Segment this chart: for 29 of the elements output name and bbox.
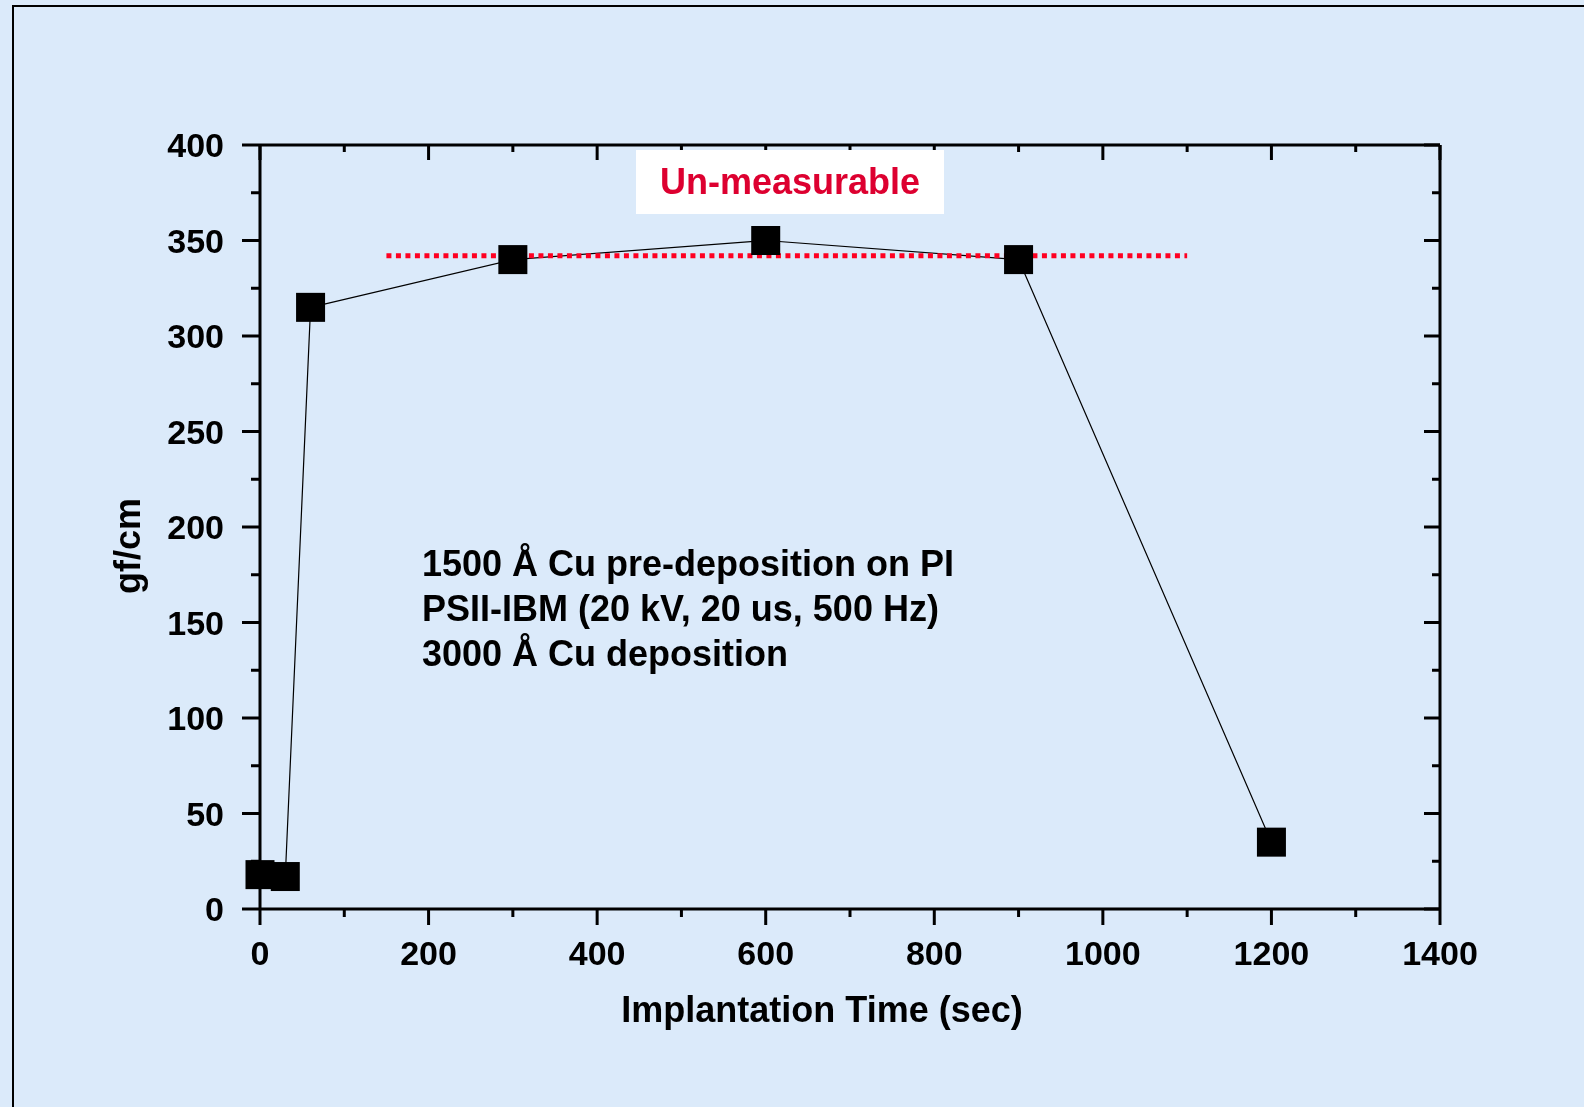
y-axis-title: gf/cm xyxy=(107,497,149,595)
y-tick-label: 350 xyxy=(167,221,224,260)
y-tick-label: 400 xyxy=(167,126,224,164)
annotation: 1500 Å Cu pre-deposition on PI xyxy=(422,542,955,586)
x-axis-title: Implantation Time (sec) xyxy=(621,989,1023,1031)
x-tick-label: 600 xyxy=(737,934,795,972)
x-tick-label: 400 xyxy=(568,934,626,972)
y-tick-label: 0 xyxy=(205,890,224,928)
y-tick-label: 100 xyxy=(167,699,224,737)
y-tick-label: 150 xyxy=(167,603,224,642)
y-tick-label: 200 xyxy=(167,508,224,546)
point xyxy=(1004,245,1034,275)
x-tick-label: 0 xyxy=(250,934,270,972)
point xyxy=(1256,827,1286,857)
annotation: Un-measurable xyxy=(659,161,921,203)
y-tick-label: 50 xyxy=(186,794,224,833)
x-tick-label: 800 xyxy=(905,934,963,972)
x-tick-label: 1000 xyxy=(1065,934,1141,972)
x-tick-label: 1400 xyxy=(1402,934,1478,972)
annotation: PSII-IBM (20 kV, 20 us, 500 Hz) xyxy=(422,587,940,631)
y-tick-label: 300 xyxy=(167,317,224,355)
point xyxy=(498,245,528,275)
annotation: 3000 Å Cu deposition xyxy=(422,632,790,676)
x-tick-label: 200 xyxy=(400,934,457,972)
point xyxy=(270,862,300,892)
point xyxy=(751,226,781,255)
x-tick-label: 1200 xyxy=(1233,934,1310,972)
point xyxy=(296,292,326,322)
y-tick-label: 250 xyxy=(167,412,224,451)
